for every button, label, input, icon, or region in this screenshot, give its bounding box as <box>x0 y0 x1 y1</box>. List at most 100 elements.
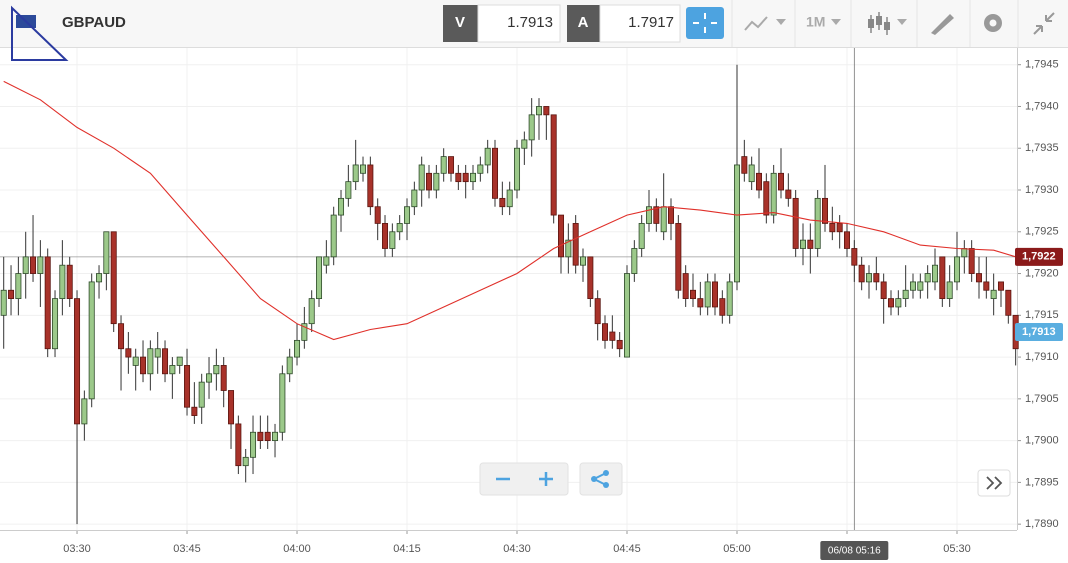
candle-body <box>587 256 594 300</box>
candle-body <box>74 298 81 425</box>
candle-body <box>455 172 462 183</box>
candle-body <box>1005 289 1012 316</box>
header-separators <box>731 0 1019 47</box>
candle-body <box>250 431 257 458</box>
candle-body <box>712 281 719 308</box>
candle-body <box>338 197 345 216</box>
candle-body <box>807 239 814 249</box>
candle-body <box>594 298 601 325</box>
y-tick-label: 1,7895 <box>1025 476 1059 488</box>
ask-box[interactable] <box>599 4 681 43</box>
candle-body <box>470 172 477 183</box>
candle-body <box>448 156 455 174</box>
candle-body <box>8 289 15 300</box>
candle-body <box>213 365 220 375</box>
candle-body <box>624 273 631 358</box>
candle-body <box>968 248 975 274</box>
candle-body <box>404 206 411 224</box>
candle-body <box>660 206 667 233</box>
collapse-icon[interactable] <box>1033 12 1055 35</box>
y-tick-label: 1,7930 <box>1025 184 1059 196</box>
candle-body <box>228 390 235 425</box>
candle-body <box>235 423 242 467</box>
candle-body <box>719 298 726 316</box>
candles-icon-body <box>884 22 890 30</box>
candle-body <box>814 197 821 249</box>
ask-price: 1.7917 <box>628 14 674 31</box>
candle-body <box>924 273 931 283</box>
candle-body <box>367 164 374 208</box>
candle-body <box>726 281 733 316</box>
candle-body <box>697 298 704 308</box>
candle-body <box>286 356 293 375</box>
candle-body <box>169 365 176 375</box>
candle-body <box>96 273 103 283</box>
candle-body <box>477 164 484 174</box>
candle-body <box>785 189 792 199</box>
share-dot <box>591 476 597 482</box>
candle-body <box>917 281 924 291</box>
candle-body <box>418 164 425 191</box>
ask-button[interactable] <box>567 5 600 42</box>
symbol: GBPAUD <box>62 14 126 31</box>
crosshair-icon <box>693 13 717 33</box>
candle-body <box>990 289 997 300</box>
crosshair-button[interactable] <box>686 7 724 39</box>
zoom-in[interactable] <box>539 472 553 486</box>
candle-body <box>184 365 191 408</box>
candle-body <box>558 214 565 258</box>
timeframe[interactable]: 1M <box>806 14 825 30</box>
candle-body <box>88 281 95 400</box>
candle-body <box>946 281 953 300</box>
candle-body <box>550 114 557 216</box>
share-button[interactable] <box>579 462 623 496</box>
candle-body <box>675 223 682 291</box>
candle-body <box>536 106 543 116</box>
candle-body <box>975 273 982 283</box>
x-tick-label: 05:00 <box>723 543 751 555</box>
candle-body <box>440 156 447 174</box>
x-tick-label: 05:30 <box>943 543 971 555</box>
candle-body <box>118 323 125 350</box>
candle-body <box>308 298 315 325</box>
candle-body <box>44 256 51 350</box>
price-line-box <box>1015 247 1063 266</box>
candle-body <box>602 323 609 341</box>
candle-body <box>426 172 433 191</box>
last-price-box <box>1015 323 1063 342</box>
x-tick-label: 04:45 <box>613 543 641 555</box>
candles-icon-body <box>876 16 882 25</box>
chart-type-icon[interactable] <box>744 16 768 31</box>
share-dot <box>603 470 609 476</box>
candle-body <box>433 172 440 191</box>
candle-body <box>653 206 660 224</box>
candle-body <box>242 456 249 467</box>
bid-box[interactable] <box>477 4 561 43</box>
candle-body <box>909 281 916 291</box>
candle-body <box>272 431 279 442</box>
candle-body <box>316 256 323 300</box>
candle-body <box>132 356 139 366</box>
candle-body <box>15 273 22 300</box>
candle-body <box>382 223 389 249</box>
candle-body <box>220 365 227 391</box>
candle-body <box>770 172 777 216</box>
candle-body <box>668 206 675 224</box>
candles-icon-body <box>868 19 874 28</box>
bid-button[interactable] <box>443 5 478 42</box>
candle-body <box>865 273 872 283</box>
candle-body <box>52 298 59 350</box>
ask-label: A <box>578 14 589 31</box>
candle-body <box>543 106 550 116</box>
candle-body <box>895 298 902 308</box>
candle-body <box>858 264 865 283</box>
candle-body <box>506 189 513 208</box>
candle-body <box>799 239 806 249</box>
moving-average <box>3 80 1016 341</box>
draw-icon[interactable] <box>931 14 954 35</box>
dropdown-arrow <box>897 19 907 25</box>
candle-body <box>176 356 183 366</box>
candle-body <box>147 348 154 375</box>
candle-body <box>821 197 828 224</box>
